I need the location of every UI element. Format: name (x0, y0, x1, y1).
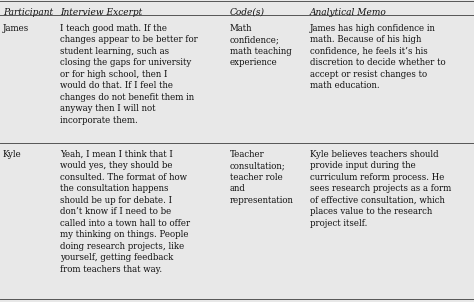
Text: Kyle: Kyle (3, 150, 22, 159)
Text: Kyle believes teachers should
provide input during the
curriculum reform process: Kyle believes teachers should provide in… (310, 150, 451, 228)
Text: Teacher
consultation;
teacher role
and
representation: Teacher consultation; teacher role and r… (230, 150, 294, 205)
Text: Math
confidence;
math teaching
experience: Math confidence; math teaching experienc… (230, 24, 292, 67)
Text: Yeah, I mean I think that I
would yes, they should be
consulted. The format of h: Yeah, I mean I think that I would yes, t… (60, 150, 190, 274)
Text: Code(s): Code(s) (230, 8, 265, 17)
Text: Analytical Memo: Analytical Memo (310, 8, 387, 17)
Text: Participant: Participant (3, 8, 53, 17)
Text: James has high confidence in
math. Because of his high
confidence, he feels it’s: James has high confidence in math. Becau… (310, 24, 446, 90)
Text: Interview Excerpt: Interview Excerpt (60, 8, 142, 17)
Text: I teach good math. If the
changes appear to be better for
student learning, such: I teach good math. If the changes appear… (60, 24, 198, 125)
Text: James: James (3, 24, 29, 33)
